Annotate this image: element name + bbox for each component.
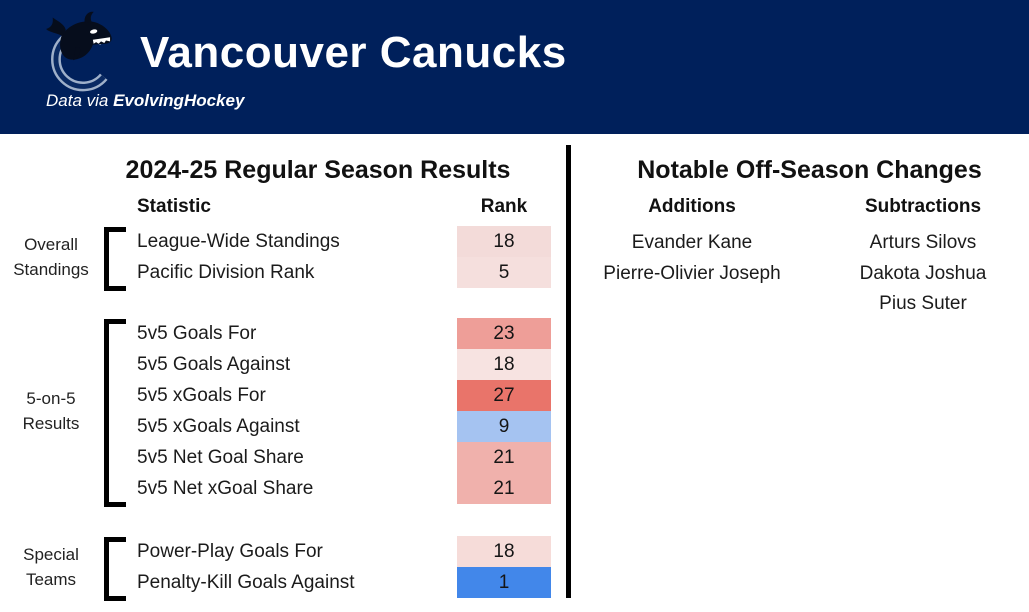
statistic-name: Power-Play Goals For <box>137 541 323 562</box>
stat-row: Power-Play Goals For 18 <box>0 536 566 567</box>
season-results-title: 2024-25 Regular Season Results <box>125 156 511 184</box>
additions-header: Additions <box>648 196 736 217</box>
stat-row: 5v5 Goals Against 18 <box>0 349 566 380</box>
data-credit: Data via EvolvingHockey <box>46 91 244 111</box>
rank-cell: 21 <box>457 473 551 504</box>
stat-row: 5v5 Goals For 23 <box>0 318 566 349</box>
subtractions-list: Arturs Silovs Dakota Joshua Pius Suter <box>808 228 1029 320</box>
statistic-name: 5v5 xGoals For <box>137 385 266 406</box>
data-credit-prefix: Data via <box>46 91 114 110</box>
rank-cell: 18 <box>457 226 551 257</box>
statistic-name: Penalty-Kill Goals Against <box>137 572 355 593</box>
statistic-name: League-Wide Standings <box>137 231 340 252</box>
data-credit-brand: EvolvingHockey <box>113 91 245 110</box>
team-title: Vancouver Canucks <box>140 28 567 77</box>
statistic-column-header: Statistic <box>137 196 211 217</box>
rank-cell: 18 <box>457 349 551 380</box>
stat-group: Overall Standings League-Wide Standings 18 P… <box>0 226 566 291</box>
stat-row: 5v5 xGoals Against 9 <box>0 411 566 442</box>
rank-column-header: Rank <box>480 196 528 217</box>
group-bracket <box>104 537 126 601</box>
stat-row: Penalty-Kill Goals Against 1 <box>0 567 566 598</box>
stat-row: 5v5 Net Goal Share 21 <box>0 442 566 473</box>
vertical-divider <box>566 145 571 598</box>
stat-group: 5-on-5 Results 5v5 Goals For 23 5v5 Goals Ag… <box>0 318 566 507</box>
header-banner: Vancouver Canucks Data via EvolvingHocke… <box>0 0 1029 134</box>
rank-cell: 1 <box>457 567 551 598</box>
statistic-name: Pacific Division Rank <box>137 262 315 283</box>
additions-list: Evander Kane Pierre-Olivier Joseph <box>577 228 807 289</box>
statistic-name: 5v5 Goals For <box>137 323 257 344</box>
stat-row: League-Wide Standings 18 <box>0 226 566 257</box>
rank-cell: 5 <box>457 257 551 288</box>
rank-cell: 9 <box>457 411 551 442</box>
season-results-section: 2024-25 Regular Season Results Statistic… <box>0 134 566 612</box>
subtractions-header: Subtractions <box>864 196 982 217</box>
canucks-orca-logo-icon <box>46 11 112 92</box>
group-bracket <box>104 227 126 291</box>
statistic-name: 5v5 Net Goal Share <box>137 447 304 468</box>
offseason-section: Notable Off-Season Changes Additions Eva… <box>571 134 1029 612</box>
rank-cell: 21 <box>457 442 551 473</box>
additions-column: Additions Evander Kane Pierre-Olivier Jos… <box>577 196 807 289</box>
group-label: Overall Standings <box>13 235 89 279</box>
stat-row: Pacific Division Rank 5 <box>0 257 566 288</box>
statistic-name: 5v5 Goals Against <box>137 354 291 375</box>
rank-cell: 23 <box>457 318 551 349</box>
stat-group: Special Teams Power-Play Goals For 18 Penalt… <box>0 536 566 601</box>
player-name: Arturs Silovs <box>869 232 977 253</box>
group-bracket <box>104 319 126 507</box>
stat-row: 5v5 Net xGoal Share 21 <box>0 473 566 504</box>
statistic-name: 5v5 xGoals Against <box>137 416 300 437</box>
player-name: Evander Kane <box>631 232 753 253</box>
player-name: Pierre-Olivier Joseph <box>603 262 781 284</box>
rank-cell: 27 <box>457 380 551 411</box>
statistic-name: 5v5 Net xGoal Share <box>137 478 314 499</box>
player-name: Pius Suter <box>879 293 967 314</box>
group-label: Special Teams <box>23 545 79 589</box>
group-label: 5-on-5 Results <box>22 389 80 433</box>
player-name: Dakota Joshua <box>859 262 987 284</box>
subtractions-column: Subtractions Arturs Silovs Dakota Joshua P… <box>808 196 1029 320</box>
offseason-title: Notable Off-Season Changes <box>637 156 982 184</box>
stat-row: 5v5 xGoals For 27 <box>0 380 566 411</box>
rank-cell: 18 <box>457 536 551 567</box>
